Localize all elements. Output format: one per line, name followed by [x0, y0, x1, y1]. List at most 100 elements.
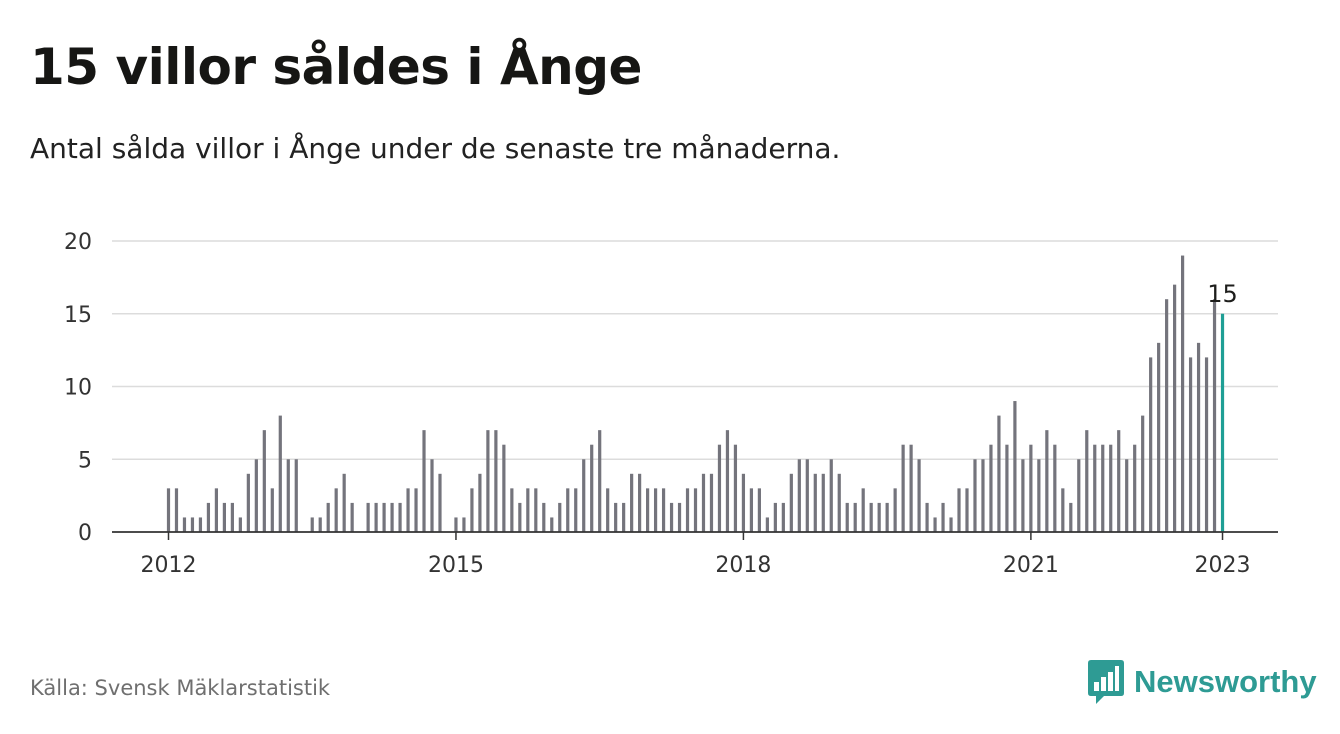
bar — [837, 473, 841, 532]
bar — [1196, 342, 1201, 532]
x-tick-label: 2023 — [1195, 553, 1251, 578]
bar — [1069, 502, 1073, 532]
bar — [709, 473, 714, 532]
bar — [765, 517, 769, 532]
bar — [933, 517, 937, 532]
bar — [622, 502, 626, 532]
bar — [1005, 444, 1009, 532]
bar — [582, 459, 586, 532]
bar — [1149, 357, 1153, 532]
bar — [518, 502, 522, 532]
bar — [661, 488, 666, 532]
bar — [318, 517, 322, 532]
bar — [246, 473, 250, 532]
bar — [1180, 255, 1185, 533]
bar — [781, 502, 785, 532]
bar — [949, 517, 953, 532]
bar — [877, 502, 881, 532]
bar — [350, 502, 354, 532]
bar — [941, 502, 945, 532]
bar — [166, 488, 171, 532]
bar — [1133, 444, 1137, 532]
bar — [1125, 459, 1129, 532]
bar — [334, 488, 338, 532]
bar — [214, 488, 219, 532]
bar — [1109, 444, 1113, 532]
bar — [653, 488, 658, 532]
bar — [470, 488, 474, 532]
bar — [638, 473, 642, 532]
bar — [981, 459, 985, 532]
bar — [917, 459, 921, 532]
x-tick-label: 2015 — [428, 553, 484, 578]
chart-title: 15 villor såldes i Ånge — [30, 38, 642, 96]
bar — [262, 430, 266, 532]
bar — [1157, 342, 1161, 532]
bar — [534, 488, 538, 532]
bar — [326, 502, 330, 532]
bar — [438, 473, 442, 532]
bar — [797, 459, 801, 532]
bar — [462, 517, 466, 532]
bar — [1021, 459, 1025, 532]
bar — [685, 488, 690, 532]
bar — [454, 517, 458, 532]
bar — [1117, 430, 1121, 532]
bar — [182, 517, 187, 532]
bar — [1165, 299, 1169, 532]
bar — [821, 473, 825, 532]
bar — [646, 488, 650, 532]
y-tick-label: 10 — [64, 376, 92, 401]
bar — [590, 444, 594, 532]
bar — [478, 473, 482, 532]
y-tick-label: 15 — [64, 303, 92, 328]
brand-name: Newsworthy — [1134, 664, 1317, 699]
bar — [542, 502, 546, 532]
bar — [717, 444, 722, 532]
bar — [254, 459, 258, 532]
bar — [853, 502, 857, 532]
bar — [741, 473, 746, 532]
bar — [310, 517, 314, 532]
bar — [190, 517, 195, 532]
bar — [390, 502, 394, 532]
bar — [701, 473, 706, 532]
bar — [270, 488, 274, 532]
bar — [398, 502, 402, 532]
x-tick-label: 2018 — [715, 553, 771, 578]
bar — [1141, 415, 1145, 532]
bar — [1085, 430, 1089, 532]
bar — [845, 502, 849, 532]
bar — [925, 502, 929, 532]
bar — [1204, 357, 1209, 532]
bar — [366, 502, 370, 532]
y-tick-label: 20 — [64, 230, 92, 255]
bar — [677, 502, 682, 532]
bar — [693, 488, 698, 532]
bar — [1077, 459, 1081, 532]
latest-value-label: 15 — [1207, 280, 1238, 308]
bar — [558, 502, 562, 532]
bar — [510, 488, 514, 532]
bar-latest — [1220, 313, 1225, 532]
bar — [733, 444, 738, 532]
bar — [829, 459, 833, 532]
chart-subtitle: Antal sålda villor i Ånge under de senas… — [30, 132, 841, 165]
bar — [422, 430, 426, 532]
bar — [174, 488, 179, 532]
bar — [430, 459, 434, 532]
bar — [789, 473, 793, 532]
bar — [574, 488, 578, 532]
bar — [1053, 444, 1057, 532]
bar — [997, 415, 1001, 532]
bar — [1061, 488, 1065, 532]
bar — [238, 517, 242, 532]
bar — [909, 444, 913, 532]
bar — [294, 459, 298, 532]
bar — [901, 444, 905, 532]
bar — [630, 473, 634, 532]
y-tick-label: 0 — [78, 521, 92, 546]
bar — [773, 502, 777, 532]
bar-chart: 0 5 10 15 20 2012 2015 2018 2021 2023 15 — [64, 230, 1278, 578]
bar — [893, 488, 897, 532]
